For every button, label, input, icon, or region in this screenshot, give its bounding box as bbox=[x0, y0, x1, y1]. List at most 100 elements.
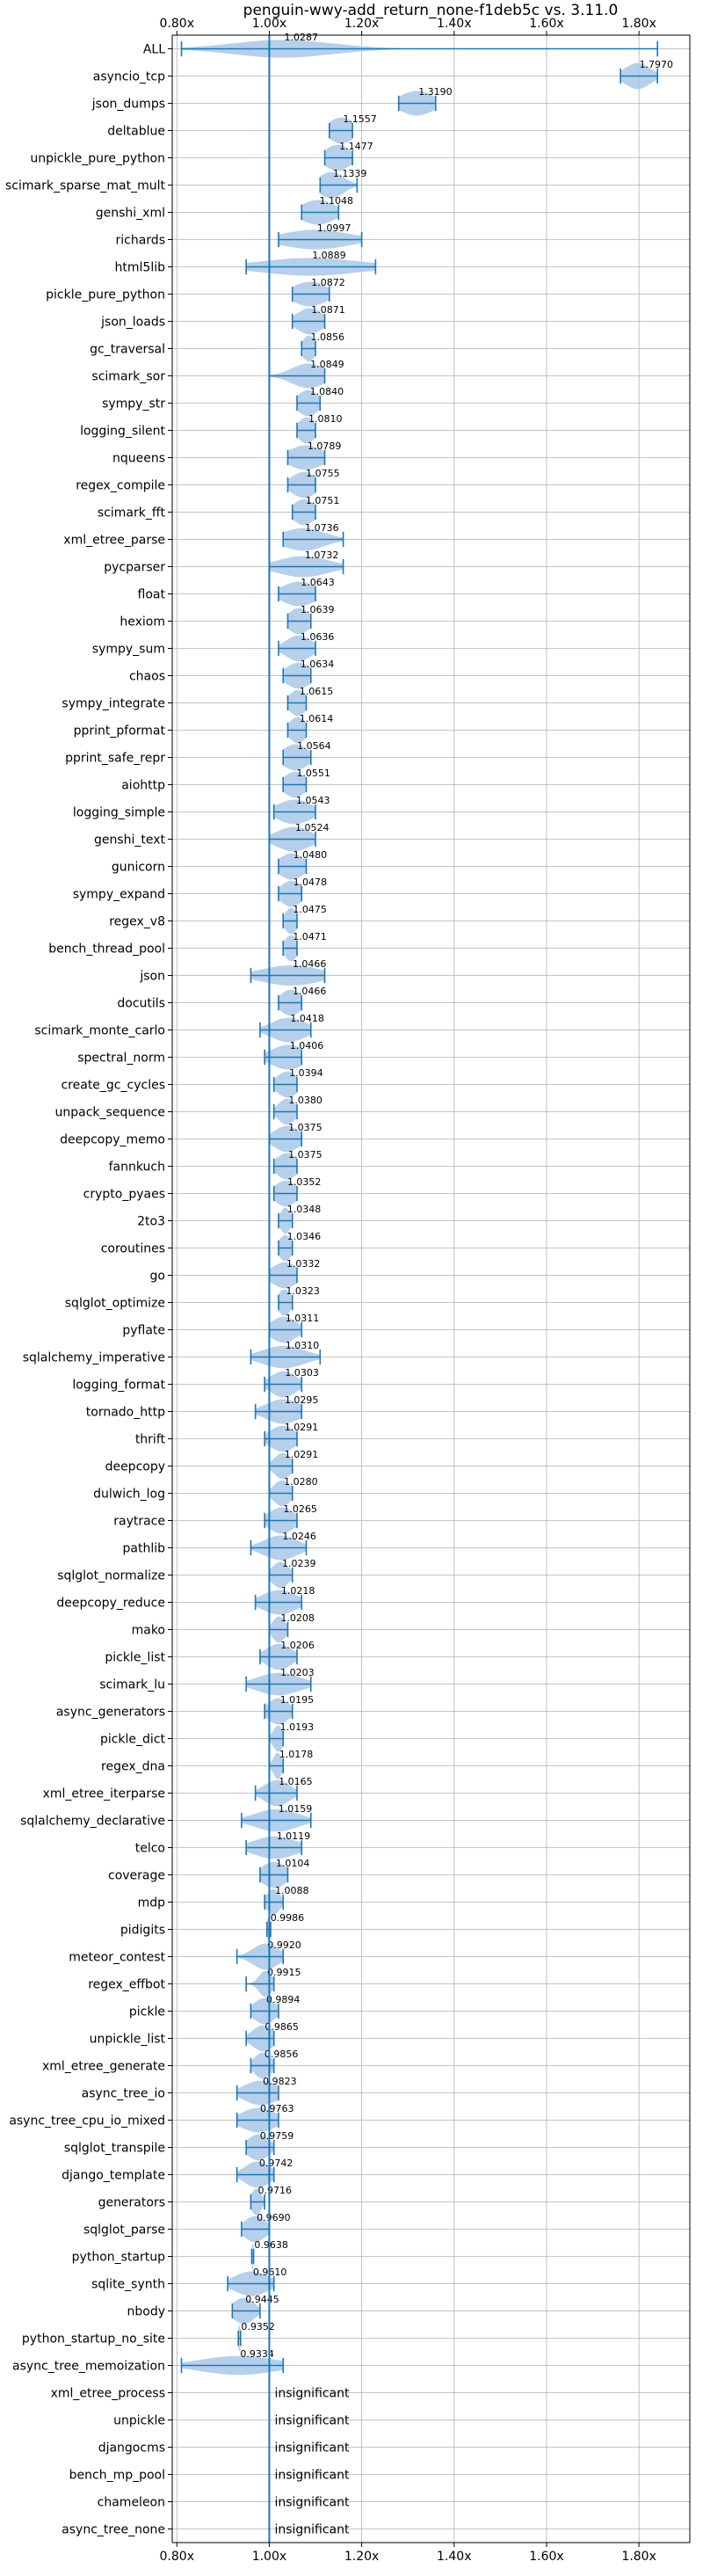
benchmark-label: hexiom bbox=[120, 615, 165, 629]
mean-value-label: 1.0466 bbox=[293, 986, 327, 997]
benchmark-label: meteor_contest bbox=[69, 1951, 165, 1965]
benchmark-label: 2to3 bbox=[137, 1215, 165, 1229]
benchmark-label: genshi_xml bbox=[96, 207, 165, 221]
insignificant-label: insignificant bbox=[274, 2496, 350, 2510]
mean-value-label: 1.0871 bbox=[311, 304, 345, 316]
benchmark-label: tornado_http bbox=[86, 1406, 165, 1420]
mean-value-label: 1.0406 bbox=[290, 1040, 324, 1052]
benchmark-label: python_startup bbox=[72, 2251, 165, 2265]
benchmark-label: scimark_sor bbox=[91, 370, 165, 384]
axes-layer: 0.80x 0.80x 1.00x 1.00x 1.20x 1.20x 1.40x 1.40x… bbox=[5, 17, 656, 2564]
mean-value-label: 1.0206 bbox=[280, 1640, 315, 1651]
mean-value-label: 0.9352 bbox=[241, 2321, 275, 2332]
mean-value-label: 1.0332 bbox=[286, 1258, 321, 1270]
mean-value-label: 1.0551 bbox=[296, 768, 330, 779]
benchmark-label: sqlalchemy_declarative bbox=[20, 1815, 165, 1829]
mean-value-label: 1.0239 bbox=[282, 1558, 316, 1569]
mean-value-label: 1.0291 bbox=[285, 1422, 319, 1433]
benchmark-label: sympy_sum bbox=[92, 643, 165, 657]
benchmark-label: pickle_dict bbox=[100, 1733, 166, 1747]
x-tick-label-top: 1.80x bbox=[621, 17, 656, 31]
mean-value-label: 0.9920 bbox=[267, 1939, 301, 1951]
benchmark-label: regex_dna bbox=[101, 1760, 165, 1774]
benchmark-label: create_gc_cycles bbox=[61, 1079, 165, 1093]
benchmark-label: xml_etree_generate bbox=[42, 2060, 165, 2074]
benchmark-label: genshi_text bbox=[94, 833, 166, 848]
benchmark-label: asyncio_tcp bbox=[93, 70, 165, 84]
x-tick-label-bottom: 1.60x bbox=[529, 2550, 563, 2564]
mean-value-label: 1.0849 bbox=[310, 359, 344, 370]
mean-value-label: 0.9742 bbox=[259, 2158, 294, 2169]
mean-value-label: 1.0375 bbox=[288, 1149, 323, 1161]
mean-value-label: 1.0375 bbox=[288, 1122, 323, 1133]
mean-value-label: 1.7970 bbox=[640, 59, 674, 70]
x-tick-label-top: 1.40x bbox=[437, 17, 471, 31]
benchmark-label: sqlglot_optimize bbox=[65, 1297, 165, 1311]
mean-value-label: 1.1048 bbox=[320, 195, 354, 207]
mean-value-label: 0.9894 bbox=[266, 1994, 301, 2005]
mean-value-label: 1.0789 bbox=[308, 440, 342, 452]
benchmark-label: ALL bbox=[143, 43, 165, 57]
benchmark-label: sympy_expand bbox=[73, 888, 165, 902]
mean-value-label: 1.0524 bbox=[295, 822, 330, 833]
benchmark-label: pickle_pure_python bbox=[46, 288, 165, 302]
benchmark-label: unpickle_list bbox=[90, 2033, 166, 2047]
mean-value-label: 1.0287 bbox=[285, 32, 319, 43]
benchmark-label: float bbox=[138, 588, 166, 602]
benchmark-label: logging_format bbox=[72, 1379, 165, 1393]
benchmark-label: spectral_norm bbox=[77, 1052, 165, 1066]
mean-value-label: 1.1339 bbox=[333, 168, 367, 179]
insignificant-label: insignificant bbox=[274, 2387, 350, 2401]
mean-value-label: 1.0348 bbox=[287, 1204, 322, 1215]
benchmark-label: bench_thread_pool bbox=[48, 942, 165, 957]
benchmark-label: json_loads bbox=[100, 316, 165, 330]
benchmark-label: sqlglot_transpile bbox=[64, 2142, 165, 2156]
marks-layer: 1.0287 1.7970 1.3190 1.1557 1.1477 1.1339 1.10… bbox=[180, 32, 674, 2543]
benchmark-label: async_tree_memoization bbox=[12, 2360, 165, 2374]
mean-value-label: 0.9986 bbox=[271, 1912, 305, 1924]
benchmark-label: deepcopy_reduce bbox=[56, 1597, 165, 1611]
benchmark-label: djangocms bbox=[98, 2441, 165, 2456]
benchmark-label: coverage bbox=[108, 1869, 165, 1883]
mean-value-label: 1.0104 bbox=[276, 1858, 310, 1869]
mean-value-label: 1.0303 bbox=[285, 1367, 319, 1379]
mean-value-label: 1.0208 bbox=[280, 1612, 315, 1624]
benchmark-label: sqlglot_parse bbox=[83, 2223, 165, 2238]
mean-value-label: 1.0643 bbox=[301, 577, 335, 588]
mean-value-label: 1.0480 bbox=[294, 849, 328, 861]
benchmark-label: json_dumps bbox=[91, 98, 165, 112]
benchmark-label: pickle_list bbox=[105, 1651, 165, 1665]
x-tick-label-top: 1.00x bbox=[252, 17, 286, 31]
mean-value-label: 0.9690 bbox=[257, 2212, 291, 2223]
benchmark-label: sqlglot_normalize bbox=[57, 1569, 165, 1583]
x-tick-label-top: 0.80x bbox=[160, 17, 194, 31]
mean-value-label: 1.0291 bbox=[285, 1449, 319, 1460]
plot-frame bbox=[171, 34, 691, 2543]
mean-value-label: 1.0478 bbox=[294, 877, 328, 888]
benchmark-label: pidigits bbox=[120, 1924, 165, 1938]
mean-value-label: 1.0564 bbox=[297, 740, 331, 752]
benchmark-label: async_tree_cpu_io_mixed bbox=[9, 2114, 165, 2128]
benchmark-label: pathlib bbox=[123, 1542, 166, 1556]
mean-value-label: 1.0475 bbox=[293, 904, 327, 915]
mean-value-label: 1.3190 bbox=[418, 86, 453, 98]
benchmark-label: logging_simple bbox=[73, 806, 165, 820]
benchmark-label: scimark_lu bbox=[99, 1678, 165, 1692]
benchmark-label: telco bbox=[135, 1842, 165, 1856]
insignificant-label: insignificant bbox=[274, 2523, 350, 2537]
x-tick-label-top: 1.20x bbox=[344, 17, 379, 31]
benchmark-label: sympy_integrate bbox=[62, 697, 165, 711]
insignificant-label: insignificant bbox=[274, 2469, 350, 2483]
mean-value-label: 1.0755 bbox=[306, 468, 340, 479]
benchmark-label: deepcopy_memo bbox=[60, 1133, 165, 1147]
mean-value-label: 1.0119 bbox=[277, 1830, 311, 1842]
benchmark-label: deepcopy bbox=[105, 1460, 165, 1474]
benchmark-label: nqueens bbox=[112, 452, 165, 466]
mean-value-label: 0.9915 bbox=[267, 1967, 301, 1978]
benchmark-label: aiohttp bbox=[121, 779, 165, 793]
mean-value-label: 1.0380 bbox=[288, 1095, 323, 1106]
mean-value-label: 1.0471 bbox=[293, 931, 327, 942]
mean-value-label: 1.0346 bbox=[287, 1231, 322, 1242]
benchmark-label: chameleon bbox=[98, 2496, 165, 2510]
